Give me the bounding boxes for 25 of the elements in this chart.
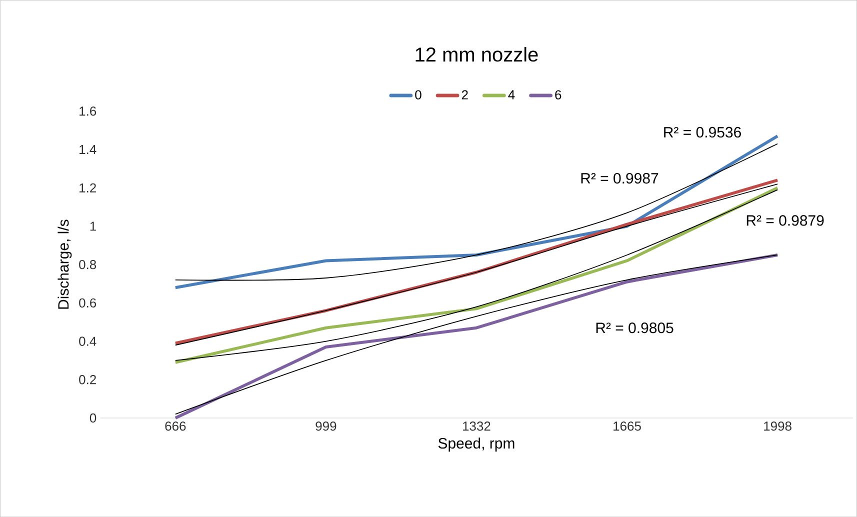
x-tick-label: 1332: [463, 421, 490, 431]
y-tick-label: 1: [90, 222, 96, 231]
legend-label: 6: [555, 90, 562, 100]
y-tick-label: 0.4: [79, 336, 96, 346]
chart-title: 12 mm nozzle: [416, 46, 538, 62]
legend-label: 2: [462, 90, 468, 100]
y-axis-title: Discharge, l/s: [58, 220, 72, 309]
y-tick-label: 0.6: [79, 298, 96, 308]
x-tick-label: 1998: [764, 421, 792, 431]
legend-label: 0: [415, 90, 422, 100]
y-tick-label: 1.2: [80, 183, 96, 192]
y-tick-label: 0.8: [79, 260, 96, 270]
annotation: R² = 0.9987: [581, 172, 658, 184]
annotation: R² = 0.9536: [664, 126, 741, 138]
annotation: R² = 0.9805: [596, 322, 674, 334]
legend-label: 4: [508, 90, 515, 100]
y-tick-label: 0: [90, 413, 96, 423]
annotation: R² = 0.9879: [746, 215, 824, 226]
x-tick-label: 666: [165, 421, 186, 431]
x-tick-label: 999: [316, 421, 336, 431]
y-tick-label: 1.4: [80, 144, 96, 154]
y-tick-label: 1.6: [80, 106, 96, 116]
x-tick-label: 1665: [614, 421, 641, 431]
x-axis-title: Speed, rpm: [438, 438, 514, 452]
y-tick-label: 0.2: [79, 374, 96, 384]
